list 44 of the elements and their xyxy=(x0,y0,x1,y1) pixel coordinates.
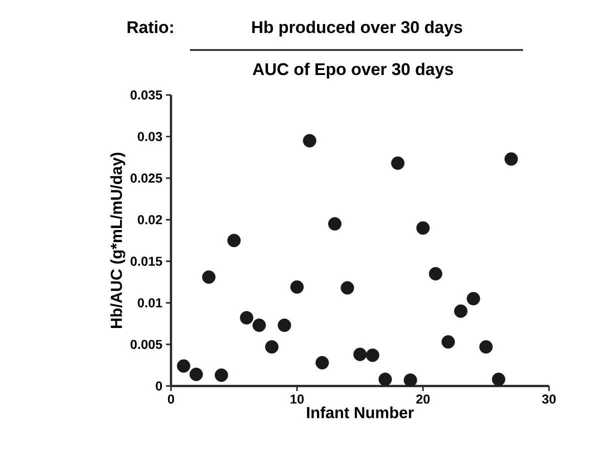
point xyxy=(302,134,316,148)
point xyxy=(190,368,203,382)
x-tick-label: 20 xyxy=(416,394,430,404)
point xyxy=(479,340,493,354)
x-tick-label: 30 xyxy=(542,394,556,404)
point xyxy=(416,221,430,235)
point xyxy=(504,152,518,166)
y-tick-label: 0.035 xyxy=(130,90,162,100)
y-tick-label: 0.02 xyxy=(138,215,162,224)
point xyxy=(202,270,216,284)
point xyxy=(316,356,329,370)
y-tick-label: 0.03 xyxy=(138,132,162,142)
point xyxy=(328,217,342,231)
point xyxy=(227,234,241,248)
x-tick-label: 10 xyxy=(290,394,304,404)
point xyxy=(466,292,480,306)
y-tick-label: 0.01 xyxy=(138,298,162,308)
y-tick-label: 0.015 xyxy=(130,256,162,266)
y-tick-label: 0 xyxy=(156,381,162,391)
chart-title: Ratio: xyxy=(128,20,173,34)
point xyxy=(176,359,190,373)
y-tick-label: 0.025 xyxy=(130,174,162,183)
x-tick-label: 0 xyxy=(168,394,174,404)
y-axis-title: Hb/AUC (g*mL/mU/day) xyxy=(110,152,126,328)
point xyxy=(252,318,266,332)
point xyxy=(391,156,405,170)
point xyxy=(340,281,354,295)
point xyxy=(353,348,367,362)
y-tick-label: 0.005 xyxy=(130,340,162,349)
point xyxy=(442,335,455,349)
point xyxy=(378,372,392,386)
point xyxy=(404,373,418,387)
text: AUC of Epo over 30 days xyxy=(252,62,453,79)
point xyxy=(290,280,304,294)
point xyxy=(366,348,380,362)
point xyxy=(278,318,292,332)
point xyxy=(265,340,279,354)
point xyxy=(454,304,468,318)
x-axis-title: Infant Number xyxy=(307,406,414,418)
point xyxy=(240,311,254,325)
point xyxy=(492,372,506,386)
point xyxy=(428,267,442,280)
point xyxy=(214,368,228,382)
text: Hb produced over 30 days xyxy=(252,20,462,37)
